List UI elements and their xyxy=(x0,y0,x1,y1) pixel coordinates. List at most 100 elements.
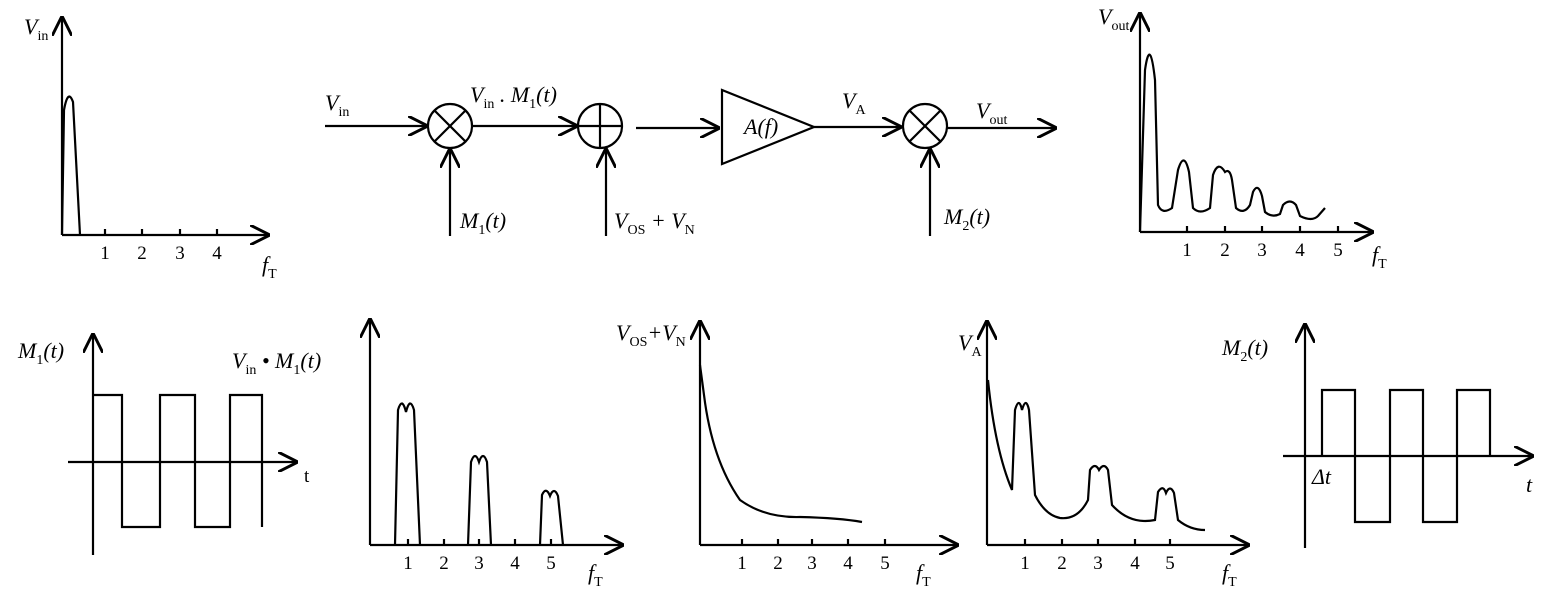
square-wave xyxy=(93,393,264,529)
subscript: OS xyxy=(629,335,647,350)
tick-label: 4 xyxy=(843,553,853,574)
label-part: f xyxy=(1222,560,1231,585)
x-axis-label: fT xyxy=(1372,242,1387,272)
tick-label: 5 xyxy=(1165,553,1175,574)
label-part: A(f) xyxy=(742,114,778,139)
spectrum-curve xyxy=(1138,53,1326,233)
tick-label: 1 xyxy=(1182,240,1192,261)
label-part: V xyxy=(232,348,248,373)
amplifier xyxy=(720,88,817,166)
label-part: V xyxy=(1098,4,1114,29)
label-part: f xyxy=(262,252,271,277)
label-part: +V xyxy=(647,320,678,345)
subscript: in xyxy=(483,97,494,112)
spectrum-curve xyxy=(466,454,493,546)
spectrum-curve xyxy=(393,402,422,546)
x-axis-label: fT xyxy=(262,252,277,282)
multiplier xyxy=(901,102,949,150)
amplifier-label: A(f) xyxy=(742,114,778,139)
subscript: N xyxy=(676,335,686,350)
spectrum-curve xyxy=(538,489,565,546)
subscript: 1 xyxy=(36,353,43,368)
label-part: V xyxy=(614,208,630,233)
label-part: V xyxy=(958,330,974,355)
subscript: out xyxy=(989,113,1007,128)
y-axis-label: Vin xyxy=(24,14,48,44)
multiplier-cross xyxy=(909,110,941,142)
subscript: in xyxy=(37,29,48,44)
label-part: Δt xyxy=(1311,464,1332,489)
signal-label: VA xyxy=(842,88,866,118)
subscript: out xyxy=(1111,19,1129,34)
label-part: . M xyxy=(494,82,531,107)
tick-label: 4 xyxy=(510,553,520,574)
tick-label: 4 xyxy=(1295,240,1305,261)
subscript: in xyxy=(245,363,256,378)
tick-label: 4 xyxy=(1130,553,1140,574)
x-axis-label: fT xyxy=(588,560,603,590)
signal-label: M1(t) xyxy=(459,208,506,238)
tick-label: 3 xyxy=(1257,240,1267,261)
label-part: M xyxy=(943,204,964,229)
tick-label: 2 xyxy=(1057,553,1067,574)
subscript: T xyxy=(1378,257,1387,272)
tick-label: 4 xyxy=(212,243,222,264)
square-wave xyxy=(1320,388,1492,524)
tick-label: 2 xyxy=(773,553,783,574)
subscript: N xyxy=(685,223,695,238)
tick-label: 1 xyxy=(100,243,110,264)
label-part: (t) xyxy=(536,82,557,107)
label-part: t xyxy=(1526,472,1533,497)
label-part: V xyxy=(842,88,858,113)
label-part: M xyxy=(17,338,38,363)
signal-label: Vin xyxy=(325,90,349,120)
subscript: in xyxy=(338,105,349,120)
spectrum-curve xyxy=(986,379,1206,532)
tick-label: 2 xyxy=(1220,240,1230,261)
label-part: (t) xyxy=(43,338,64,363)
tick-label: 1 xyxy=(737,553,747,574)
label-part: M xyxy=(1221,335,1242,360)
label-part: f xyxy=(588,560,597,585)
tick-label: 5 xyxy=(880,553,890,574)
tick-label: 3 xyxy=(175,243,185,264)
subscript: 1 xyxy=(529,97,536,112)
tick-label: 3 xyxy=(807,553,817,574)
label-part: • M xyxy=(256,348,295,373)
tick-label: 5 xyxy=(546,553,556,574)
x-axis-label: fT xyxy=(1222,560,1237,590)
y-axis-label: VA xyxy=(958,330,982,360)
signal-label: Vout xyxy=(976,98,1007,128)
subscript: 2 xyxy=(962,219,969,234)
subscript: T xyxy=(594,575,603,590)
label-part: V xyxy=(616,320,632,345)
multiplier-cross xyxy=(434,110,466,142)
y-axis-label: Vout xyxy=(1098,4,1129,34)
subscript: A xyxy=(855,103,866,118)
y-axis-label: Vin • M1(t) xyxy=(232,348,321,378)
tick-label: 2 xyxy=(137,243,147,264)
label-part: (t) xyxy=(300,348,321,373)
signal-label: M2(t) xyxy=(943,204,990,234)
label-part: V xyxy=(470,82,486,107)
y-axis-label: VOS+VN xyxy=(616,320,686,350)
tick-label: 1 xyxy=(403,553,413,574)
label-part: f xyxy=(1372,242,1381,267)
x-axis-label: fT xyxy=(916,560,931,590)
label-part: V xyxy=(24,14,40,39)
subscript: 1 xyxy=(293,363,300,378)
y-axis-label: M2(t) xyxy=(1221,335,1268,365)
subscript: T xyxy=(922,575,931,590)
label-part: V xyxy=(976,98,992,123)
label-part: f xyxy=(916,560,925,585)
tick-label: 5 xyxy=(1333,240,1343,261)
spectrum-curve xyxy=(698,364,863,524)
label-part: (t) xyxy=(969,204,990,229)
subscript: T xyxy=(268,267,277,282)
x-axis-label: t xyxy=(1526,472,1533,497)
label-part: + V xyxy=(645,208,687,233)
x-axis-label: t xyxy=(304,466,310,487)
tick-label: 1 xyxy=(1020,553,1030,574)
tick-label: 2 xyxy=(439,553,449,574)
